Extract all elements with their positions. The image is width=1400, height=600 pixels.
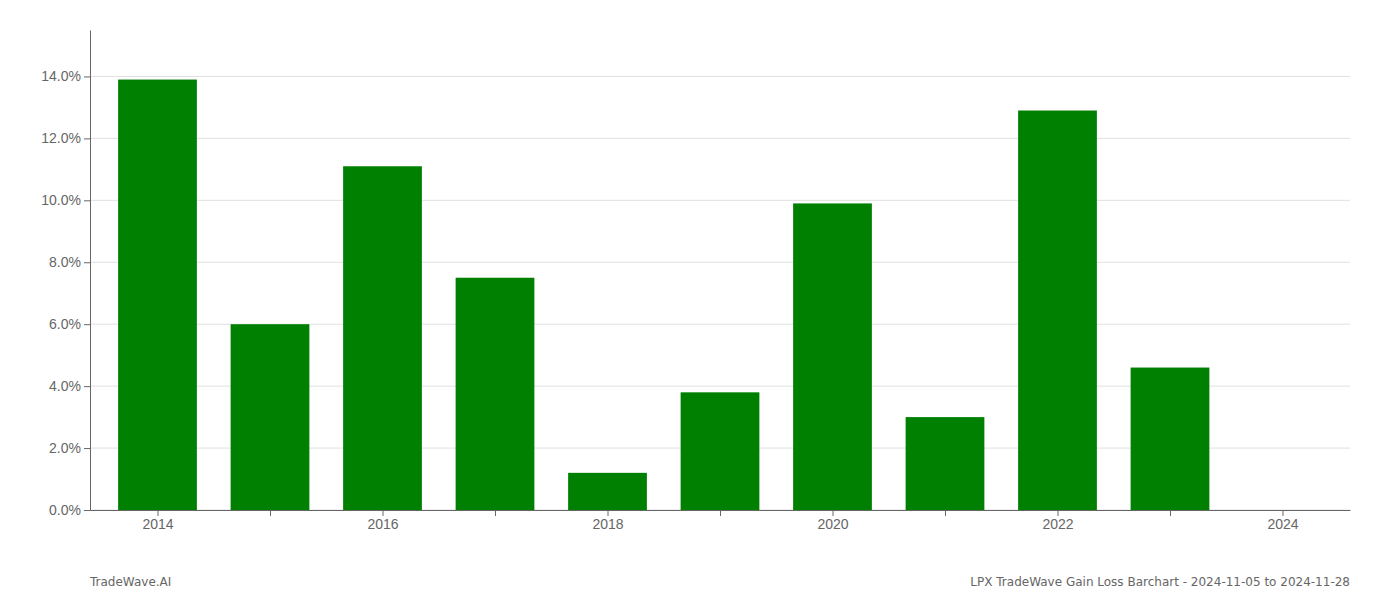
y-tick-mark: [84, 200, 90, 201]
chart: 2014 2016 2018 2020 2022 2024 0.0% 2.0% 4.0% 6.0%…: [0, 0, 1400, 600]
y-tick-mark: [84, 324, 90, 325]
y-tick-label: 4.0%: [49, 378, 81, 394]
x-tick: [945, 510, 946, 516]
x-tick: 2016: [367, 510, 398, 532]
grid-line: [90, 262, 1350, 263]
x-tick-label: 2022: [1042, 516, 1073, 532]
bar: [456, 278, 535, 510]
y-axis: 0.0% 2.0% 4.0% 6.0% 8.0% 10.0% 12.0% 14.0%: [41, 31, 90, 518]
y-tick-label: 0.0%: [49, 502, 81, 518]
y-tick: 4.0%: [49, 378, 90, 394]
x-tick: 2018: [592, 510, 623, 532]
y-tick-label: 14.0%: [41, 68, 81, 84]
y-tick-mark: [84, 262, 90, 263]
grid: [90, 76, 1350, 510]
x-tick: 2024: [1267, 510, 1298, 532]
x-tick-label: 2024: [1267, 516, 1298, 532]
x-tick: [1170, 510, 1171, 516]
x-tick: [495, 510, 496, 516]
bar: [568, 473, 647, 510]
y-tick: 14.0%: [41, 68, 90, 84]
x-tick: 2014: [142, 510, 173, 532]
x-tick-mark: [945, 510, 946, 516]
y-tick-label: 6.0%: [49, 316, 81, 332]
footer-left: TradeWave.AI: [89, 575, 171, 589]
x-tick-label: 2016: [367, 516, 398, 532]
x-tick: 2022: [1042, 510, 1073, 532]
bar: [1018, 111, 1097, 510]
y-tick-mark: [84, 448, 90, 449]
y-tick: 12.0%: [41, 130, 90, 146]
x-tick: [720, 510, 721, 516]
y-tick: 10.0%: [41, 192, 90, 208]
x-tick-mark: [720, 510, 721, 516]
footer-right: LPX TradeWave Gain Loss Barchart - 2024-…: [970, 575, 1350, 589]
y-tick-label: 8.0%: [49, 254, 81, 270]
x-axis: 2014 2016 2018 2020 2022 2024: [91, 510, 1351, 532]
y-tick-mark: [84, 76, 90, 77]
bar: [1131, 368, 1210, 510]
y-tick-label: 12.0%: [41, 130, 81, 146]
x-tick-label: 2014: [142, 516, 173, 532]
y-tick: 0.0%: [49, 502, 90, 518]
bar: [231, 324, 310, 510]
y-tick-mark: [84, 510, 90, 511]
grid-line: [90, 200, 1350, 201]
y-tick: 8.0%: [49, 254, 90, 270]
bar: [118, 80, 197, 510]
y-tick-mark: [84, 386, 90, 387]
x-tick: [270, 510, 271, 516]
bar: [681, 392, 760, 510]
y-tick: 6.0%: [49, 316, 90, 332]
grid-line: [90, 76, 1350, 77]
y-tick-label: 2.0%: [49, 440, 81, 456]
x-tick-mark: [1170, 510, 1171, 516]
y-tick-mark: [84, 138, 90, 139]
y-tick: 2.0%: [49, 440, 90, 456]
bar: [793, 203, 872, 510]
x-tick-mark: [270, 510, 271, 516]
x-tick-label: 2020: [817, 516, 848, 532]
y-axis-line: [90, 31, 91, 511]
bar: [906, 417, 985, 510]
y-tick-label: 10.0%: [41, 192, 81, 208]
plot: 2014 2016 2018 2020 2022 2024 0.0% 2.0% 4.0% 6.0%…: [41, 31, 1350, 532]
x-tick: 2020: [817, 510, 848, 532]
x-tick-label: 2018: [592, 516, 623, 532]
x-tick-mark: [495, 510, 496, 516]
bar: [343, 166, 422, 510]
grid-line: [90, 138, 1350, 139]
bars: [118, 80, 1209, 510]
